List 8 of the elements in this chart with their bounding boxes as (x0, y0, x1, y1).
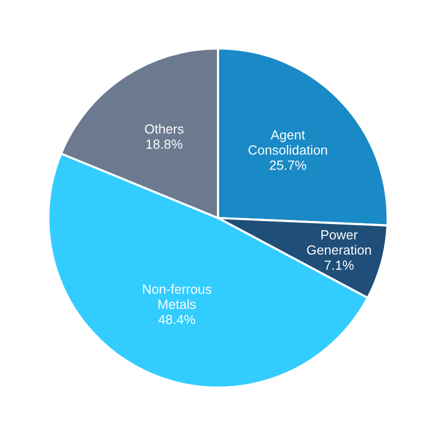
slice-label: Agent Consolidation (248, 130, 327, 155)
data-label: 18.8% (146, 139, 182, 149)
data-label: 25.7% (270, 160, 306, 170)
slice-label: Others (144, 124, 184, 134)
data-label: 48.4% (158, 314, 196, 324)
slice-label: Power Generation (307, 230, 371, 255)
slice-label: Non-ferrous Metals (143, 284, 212, 310)
data-label: 7.1% (324, 260, 354, 270)
